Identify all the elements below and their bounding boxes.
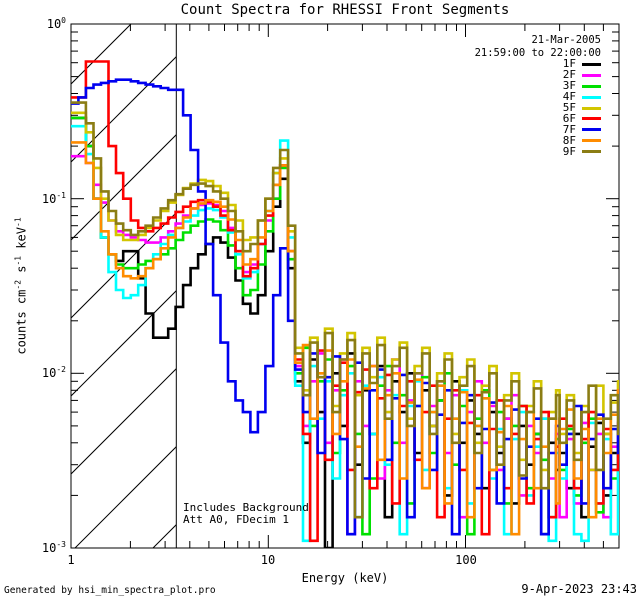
series-curve-2F — [71, 154, 619, 536]
generation-timestamp: 9-Apr-2023 23:43 — [521, 582, 637, 596]
legend-swatch — [582, 150, 601, 154]
legend-entry: 8F — [563, 135, 601, 146]
plot-frame — [70, 23, 620, 549]
x-tick-label-10: 10 — [260, 553, 276, 567]
legend-entry: 4F — [562, 90, 601, 104]
series-curve-6F — [71, 60, 619, 543]
x-axis-label: Energy (keV) — [301, 571, 389, 585]
legend-label: 9F — [562, 144, 576, 158]
y-tick-label: 10-3 — [41, 540, 66, 555]
x-tick-label-100: 100 — [455, 553, 477, 567]
legend-entry: 3F — [562, 79, 601, 93]
legend-swatch — [582, 128, 601, 132]
axis-ticks — [70, 23, 619, 549]
legend-label: 5F — [562, 101, 576, 114]
legend-swatch — [582, 117, 601, 121]
legend-label: 3F — [562, 79, 576, 93]
y-tick-label: 100 — [46, 16, 66, 31]
legend-label: 6F — [562, 111, 576, 125]
legend-entry: 7F — [563, 124, 601, 135]
observation-interval: 21:59:00 to 22:00:00 — [474, 47, 601, 59]
observation-date: 21-Mar-2005 — [531, 34, 601, 46]
y-axis-label: counts cm-2 s-1 keV-1 — [13, 217, 29, 355]
legend-swatch — [582, 95, 601, 99]
legend-swatch — [582, 139, 601, 143]
legend-label: 7F — [562, 122, 576, 136]
legend-label: 2F — [562, 68, 576, 82]
legend-entry: 6F — [563, 113, 601, 124]
x-tick-label-1: 1 — [67, 553, 75, 567]
series-curve-7F — [71, 78, 619, 536]
series-curve-1F — [71, 116, 619, 548]
series-curve-5F — [71, 111, 619, 472]
legend-swatch — [582, 62, 601, 66]
annotation-attenuator-state: Att A0, FDecim 1 — [183, 513, 289, 526]
legend: 1F 2F 3F 4F 5F 6F 7F 8F 9F — [562, 57, 601, 157]
legend-entry: 1F — [562, 57, 601, 71]
legend-label: 4F — [562, 90, 576, 104]
legend-swatch — [582, 84, 601, 88]
legend-label: 8F — [562, 133, 576, 147]
generator-credit: Generated by hsi_min_spectra_plot.pro — [4, 585, 216, 596]
series-curve-9F — [71, 101, 619, 519]
legend-entry: 2F — [562, 68, 601, 82]
legend-swatch — [582, 73, 601, 77]
hatch-region — [71, 24, 177, 548]
y-tick-label: 10-1 — [41, 191, 66, 206]
y-tick-label: 10-2 — [41, 365, 66, 380]
plot-title: Count Spectra for RHESSI Front Segments — [180, 2, 510, 18]
legend-swatch — [582, 106, 601, 110]
annotation-includes-background: Includes Background — [183, 501, 309, 514]
legend-label: 1F — [562, 57, 576, 71]
legend-entry: 9F — [563, 146, 601, 157]
legend-entry: 5F — [562, 101, 601, 114]
